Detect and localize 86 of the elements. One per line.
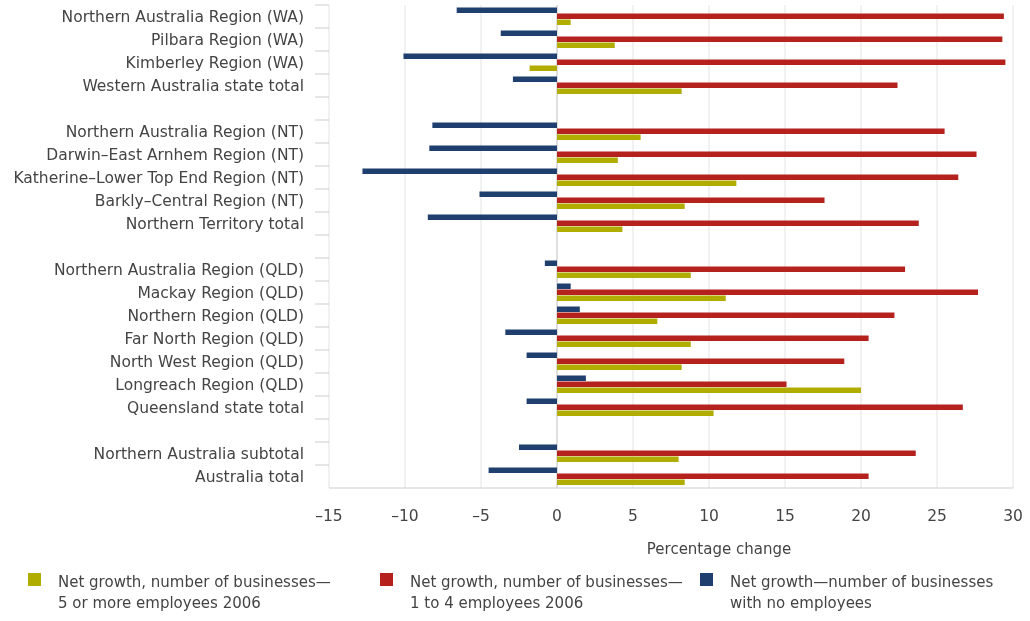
bar	[429, 145, 557, 151]
bar	[557, 312, 895, 318]
y-tick-label: Barkly–Central Region (NT)	[94, 191, 304, 210]
y-tick-label: Far North Region (QLD)	[124, 329, 304, 348]
x-tick-label: –5	[472, 507, 490, 525]
bar	[427, 214, 557, 220]
bar	[557, 134, 641, 140]
bar	[557, 335, 869, 341]
y-tick-label: North West Region (QLD)	[109, 352, 304, 371]
x-tick-label: 20	[851, 507, 871, 525]
x-axis-title: Percentage change	[646, 540, 792, 558]
x-tick-label: 30	[1003, 507, 1023, 525]
y-tick-label: Katherine–Lower Top End Region (NT)	[13, 168, 304, 187]
bar	[557, 157, 618, 163]
bar	[557, 128, 945, 134]
bar	[557, 272, 691, 278]
y-tick-label: Northern Australia Region (QLD)	[53, 260, 304, 279]
bar	[557, 197, 825, 203]
y-tick-label: Western Australia state total	[82, 76, 304, 95]
x-tick-label: 15	[775, 507, 795, 525]
bar	[529, 65, 557, 71]
bar	[557, 151, 977, 157]
y-tick-label: Northern Australia subtotal	[93, 444, 304, 463]
x-tick-label: –15	[315, 507, 343, 525]
bar	[557, 404, 963, 410]
bar	[557, 59, 1006, 65]
y-tick-label: Northern Territory total	[125, 214, 304, 233]
bar	[526, 398, 557, 404]
bar	[557, 266, 906, 272]
bar	[557, 82, 898, 88]
y-tick-label: Australia total	[195, 467, 304, 486]
bar	[362, 168, 557, 174]
bar	[557, 341, 691, 347]
y-tick-label: Mackay Region (QLD)	[137, 283, 304, 302]
y-tick-label: Northern Region (QLD)	[127, 306, 304, 325]
bar	[526, 352, 557, 358]
bar	[557, 88, 682, 94]
bar	[557, 19, 571, 25]
x-tick-label: 25	[927, 507, 947, 525]
bar	[557, 13, 1004, 19]
bar	[557, 473, 869, 479]
bar	[505, 329, 557, 335]
y-tick-label: Longreach Region (QLD)	[115, 375, 304, 394]
bar	[557, 283, 571, 289]
y-tick-label: Queensland state total	[126, 398, 304, 417]
bar	[557, 203, 685, 209]
bar	[512, 76, 557, 82]
bar	[557, 364, 682, 370]
y-tick-label: Northern Australia Region (NT)	[65, 122, 304, 141]
y-tick-label: Northern Australia Region (WA)	[61, 7, 304, 26]
bar	[557, 456, 679, 462]
bar	[557, 381, 787, 387]
bar	[557, 306, 580, 312]
bar	[488, 467, 557, 473]
bar	[500, 30, 557, 36]
bar	[557, 295, 726, 301]
legend-label: Net growth—number of businesses with no employees	[730, 573, 994, 612]
bar	[479, 191, 557, 197]
bar	[557, 180, 737, 186]
bar	[557, 410, 714, 416]
x-tick-label: 0	[552, 507, 562, 525]
bar	[519, 444, 557, 450]
x-tick-label: 5	[628, 507, 638, 525]
bar	[403, 53, 557, 59]
legend-label: Net growth, number of businesses— 5 or more employees 2006	[58, 573, 331, 612]
bar	[557, 387, 861, 393]
bar	[557, 220, 919, 226]
bar	[544, 260, 557, 266]
bar	[557, 375, 586, 381]
bar	[557, 36, 1003, 42]
bar	[557, 42, 615, 48]
bar	[557, 226, 623, 232]
legend-label: Net growth, number of businesses— 1 to 4 employees 2006	[410, 573, 683, 612]
x-tick-label: 10	[699, 507, 719, 525]
y-tick-label: Darwin–East Arnhem Region (NT)	[46, 145, 304, 164]
bar	[432, 122, 557, 128]
bar	[557, 450, 916, 456]
bar	[557, 174, 959, 180]
x-tick-label: –10	[391, 507, 419, 525]
y-tick-label: Kimberley Region (WA)	[125, 53, 304, 72]
bar	[557, 318, 658, 324]
bar	[557, 479, 685, 485]
bar	[557, 358, 845, 364]
bar	[456, 7, 557, 13]
bar	[557, 289, 979, 295]
y-tick-label: Pilbara Region (WA)	[151, 30, 304, 49]
